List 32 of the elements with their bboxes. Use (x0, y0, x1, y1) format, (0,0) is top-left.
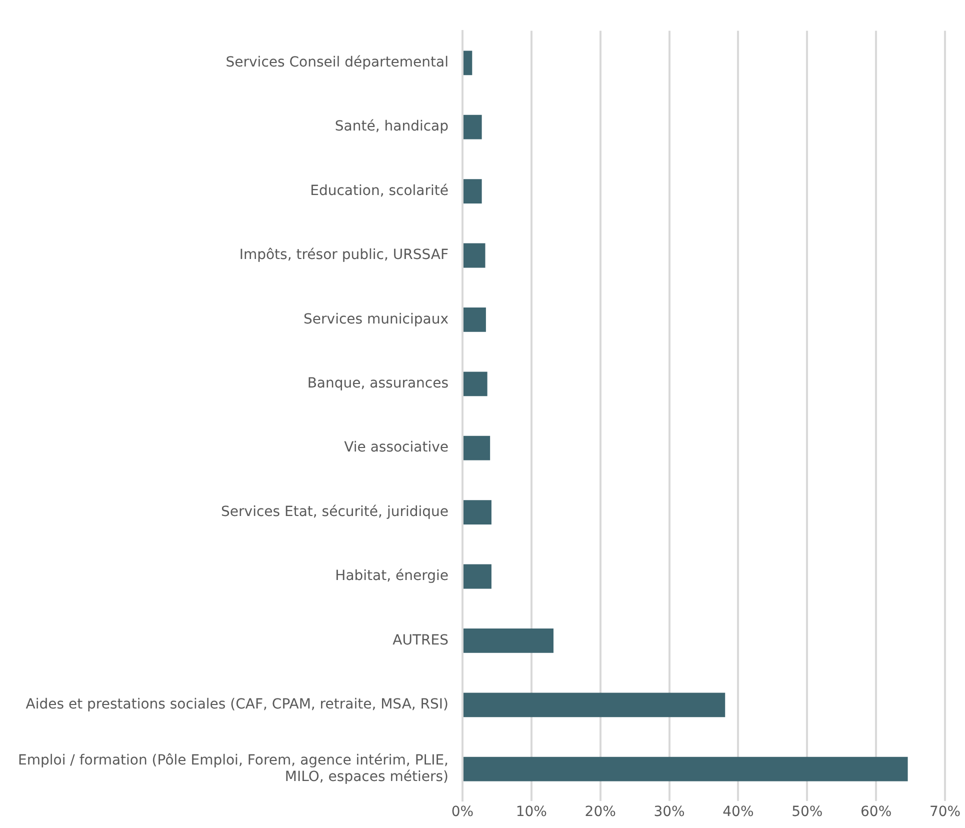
bar (464, 114, 482, 140)
y-tick-label: Banque, assurances (307, 376, 449, 392)
bar (464, 243, 486, 268)
y-tick-label: Services municipaux (304, 311, 449, 328)
y-tick-label: Education, scolarité (310, 182, 449, 199)
bar (464, 436, 490, 460)
y-tick-label: Emploi / formation (Pôle Emploi, Forem, agence intérim, PLIE, MILO, espaces métiers) (18, 752, 449, 786)
bar (464, 500, 492, 524)
y-tick-label: AUTRES (392, 632, 449, 648)
y-tick-label: Services Conseil départemental (226, 54, 449, 71)
x-tick-label: 60% (860, 804, 892, 820)
x-tick-label: 50% (792, 804, 823, 820)
y-tick-label: Vie associative (344, 440, 449, 456)
x-tick-label: 0% (451, 804, 474, 820)
x-tick-label: 70% (929, 804, 961, 820)
x-tick-label: 30% (654, 804, 685, 820)
bar (464, 372, 488, 396)
bar (464, 756, 908, 782)
bar (464, 179, 482, 204)
bar (464, 692, 726, 718)
x-tick-label: 10% (516, 804, 547, 820)
bar (464, 50, 472, 76)
x-tick-label: 40% (722, 804, 754, 820)
bar (464, 628, 554, 653)
y-tick-label: Services Etat, sécurité, juridique (221, 504, 449, 520)
y-tick-label: Impôts, trésor public, URSSAF (239, 247, 449, 264)
y-tick-label: Aides et prestations sociales (CAF, CPAM, retraite, MSA, RSI) (26, 696, 449, 713)
bar (464, 308, 486, 332)
y-tick-label: Santé, handicap (334, 118, 449, 135)
y-tick-label: Habitat, énergie (335, 568, 449, 584)
bar (464, 564, 492, 589)
x-tick-label: 20% (584, 804, 616, 820)
